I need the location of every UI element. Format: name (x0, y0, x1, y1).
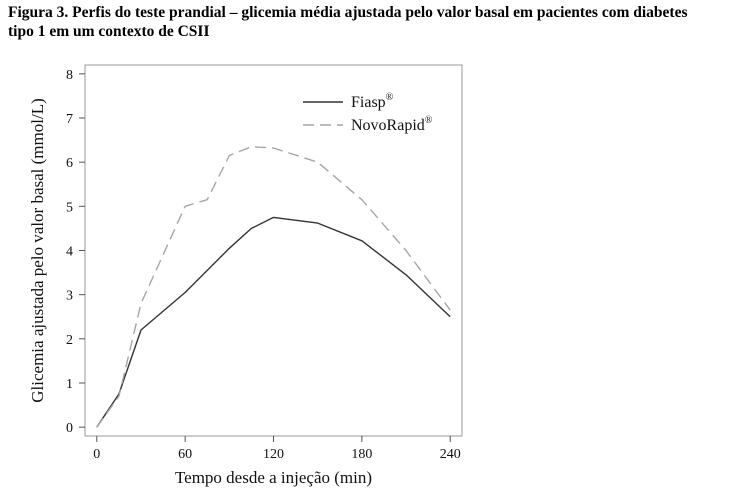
x-tick-label: 180 (351, 447, 372, 462)
series-group (96, 145, 451, 428)
legend-label-novorapid: NovoRapid® (351, 115, 433, 134)
legend-superscript: ® (386, 92, 394, 103)
caption-line-2: tipo 1 em um contexto de CSII (8, 23, 210, 40)
x-axis-ticks: 0 60 120 180 240 (93, 436, 461, 462)
caption-line-1: Figura 3. Perfis do teste prandial – gli… (8, 4, 688, 21)
x-axis-title: Tempo desde a injeção (min) (175, 468, 372, 487)
y-tick-label: 6 (66, 156, 73, 171)
y-tick-label: 2 (66, 333, 73, 348)
y-tick-label: 7 (66, 112, 73, 127)
legend-label-fiasp: Fiasp® (351, 92, 394, 111)
legend: Fiasp® NovoRapid® (303, 92, 433, 134)
series-line-novorapid (96, 145, 451, 428)
y-tick-label: 1 (66, 377, 73, 392)
series-line-fiasp (96, 216, 451, 428)
x-tick-label: 0 (93, 447, 100, 462)
figure-caption: Figura 3. Perfis do teste prandial – gli… (8, 3, 748, 41)
y-tick-label: 0 (66, 421, 73, 436)
y-axis-title: Glicemia ajustada pelo valor basal (mmol… (28, 98, 47, 402)
y-tick-label: 3 (66, 289, 73, 304)
x-tick-label: 60 (178, 447, 192, 462)
x-tick-label: 240 (440, 447, 461, 462)
x-tick-label: 120 (263, 447, 284, 462)
y-tick-label: 4 (66, 245, 73, 260)
y-tick-label: 8 (66, 68, 73, 83)
y-axis-ticks: 0 1 2 3 4 5 6 7 8 (66, 68, 85, 436)
legend-superscript: ® (425, 115, 433, 126)
y-tick-label: 5 (66, 200, 73, 215)
